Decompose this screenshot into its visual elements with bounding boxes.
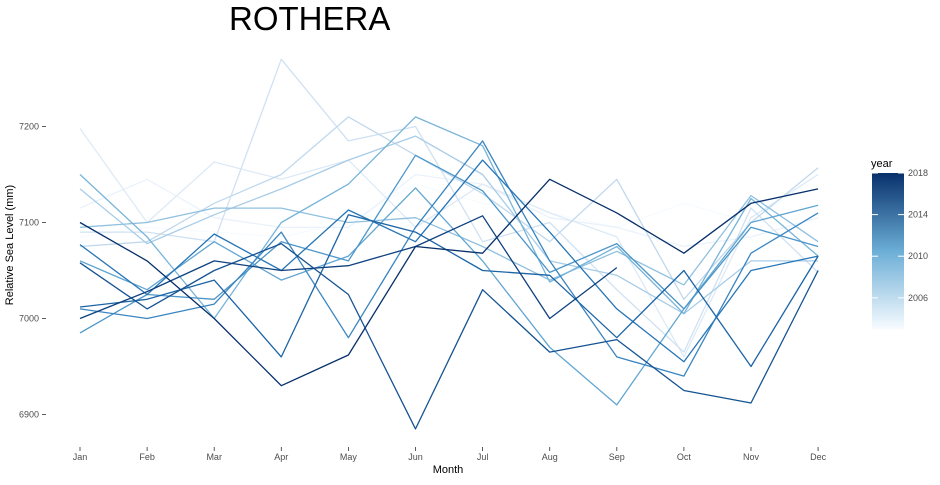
x-tick-label: Sep — [609, 452, 625, 462]
legend-ticks: 2006 2010 2014 2018 — [872, 168, 928, 303]
series-line-2015 — [79, 214, 819, 368]
x-tick-label: Nov — [743, 452, 760, 462]
legend: year 2006 2010 2014 2018 — [871, 158, 928, 329]
series-line-2011 — [79, 187, 819, 406]
series-line-2014 — [79, 159, 819, 363]
series-line-2003 — [79, 173, 819, 238]
x-axis: Jan Feb Mar Apr May Jun Jul Aug Sep Oct Nov Dec — [73, 447, 827, 462]
series-line-2005 — [79, 128, 819, 358]
y-tick-label: 6900 — [19, 410, 39, 420]
y-axis: 6900 7000 7100 7200 — [19, 122, 46, 420]
x-tick-label: Apr — [274, 452, 288, 462]
series-line-2016 — [79, 242, 819, 430]
x-tick-label: Jun — [408, 452, 423, 462]
x-tick-label: Aug — [542, 452, 558, 462]
legend-tick-label: 2010 — [908, 251, 928, 261]
series-line-2017 — [79, 215, 618, 320]
x-axis-title: Month — [433, 464, 464, 476]
x-tick-label: Feb — [139, 452, 155, 462]
x-tick-label: Jan — [73, 452, 88, 462]
y-axis-title: Relative Sea Level (mm) — [4, 185, 16, 305]
y-tick-label: 7200 — [19, 122, 39, 132]
x-tick-label: Mar — [206, 452, 222, 462]
chart-title: ROTHERA — [229, 0, 390, 37]
series-lines — [79, 58, 819, 430]
y-tick-label: 7100 — [19, 218, 39, 228]
legend-tick-label: 2006 — [908, 293, 928, 303]
legend-tick-label: 2014 — [908, 210, 928, 220]
series-line-2013 — [79, 140, 819, 377]
series-line-2009 — [79, 194, 819, 286]
series-line-2008 — [79, 135, 819, 315]
y-tick-label: 7000 — [19, 314, 39, 324]
legend-title: year — [871, 158, 893, 170]
series-line-2018 — [79, 178, 819, 387]
x-tick-label: Dec — [810, 452, 827, 462]
series-line-2012 — [79, 154, 819, 334]
legend-tick-label: 2018 — [908, 168, 928, 178]
x-tick-label: Jul — [477, 452, 489, 462]
series-line-2010 — [79, 116, 819, 320]
x-tick-label: Oct — [677, 452, 692, 462]
x-tick-label: May — [340, 452, 358, 462]
colorbar — [872, 173, 904, 329]
